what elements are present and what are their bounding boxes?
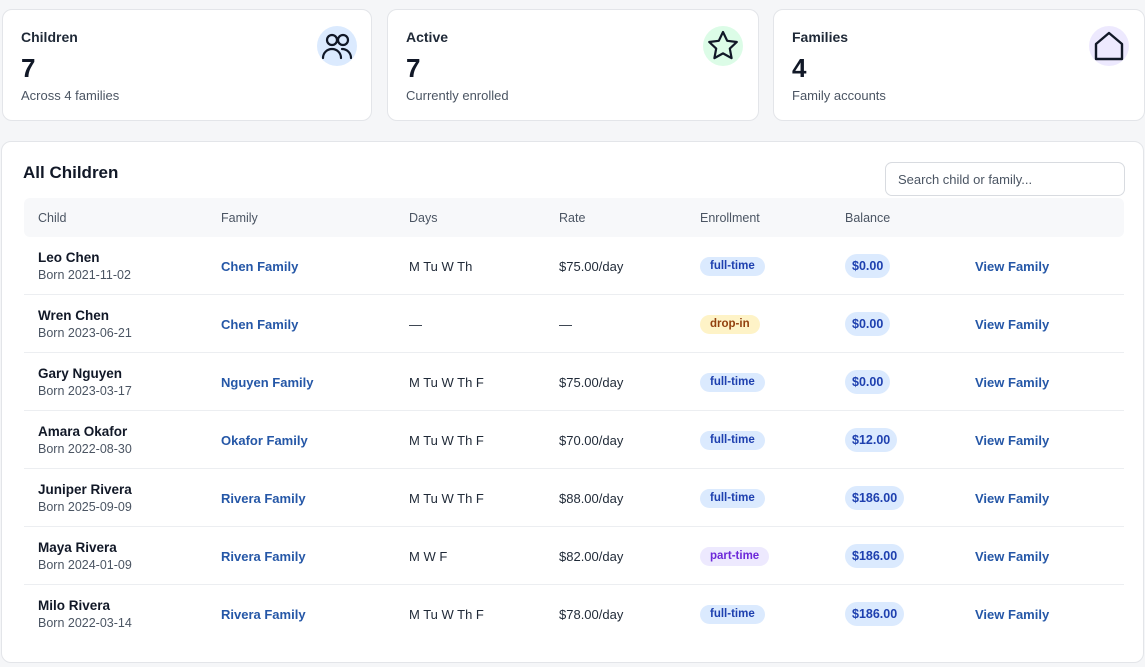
column-header-enrollment: Enrollment [700, 211, 760, 225]
stat-value: 7 [21, 53, 36, 83]
rate-value: $82.00/day [559, 549, 624, 564]
rate-value: $70.00/day [559, 433, 624, 448]
house-icon [1089, 26, 1129, 66]
table-row: Gary Nguyen Born 2023-03-17 Nguyen Famil… [24, 353, 1124, 411]
child-name: Leo Chen [38, 250, 100, 265]
column-header-balance: Balance [845, 211, 891, 225]
view-family-link[interactable]: View Family [975, 317, 1050, 332]
stat-label: Families [792, 29, 849, 45]
users-icon [317, 26, 357, 66]
enrollment-badge: drop-in [700, 315, 760, 334]
child-name: Wren Chen [38, 308, 110, 323]
view-family-link[interactable]: View Family [975, 607, 1050, 622]
view-family-link[interactable]: View Family [975, 549, 1050, 564]
enrollment-badge: full-time [700, 489, 765, 508]
child-birthdate: Born 2025-09-09 [38, 500, 132, 514]
child-name: Amara Okafor [38, 424, 128, 439]
family-link[interactable]: Nguyen Family [221, 375, 314, 390]
days-value: M Tu W Th F [409, 433, 484, 448]
days-value: — [409, 317, 422, 332]
rate-value: $78.00/day [559, 607, 624, 622]
star-icon [703, 26, 743, 66]
column-header-child: Child [38, 211, 67, 225]
child-birthdate: Born 2022-08-30 [38, 442, 132, 456]
column-header-family: Family [221, 211, 258, 225]
family-link[interactable]: Rivera Family [221, 549, 306, 564]
family-link[interactable]: Rivera Family [221, 607, 306, 622]
view-family-link[interactable]: View Family [975, 259, 1050, 274]
view-family-link[interactable]: View Family [975, 433, 1050, 448]
child-birthdate: Born 2023-03-17 [38, 384, 132, 398]
table-row: Leo Chen Born 2021-11-02 Chen Family M T… [24, 237, 1124, 295]
enrollment-badge: full-time [700, 431, 765, 450]
days-value: M W F [409, 549, 448, 564]
stat-card-active: Active 7 Currently enrolled [387, 9, 759, 121]
rate-value: $75.00/day [559, 375, 624, 390]
stat-card-children: Children 7 Across 4 families [2, 9, 372, 121]
balance-badge: $0.00 [845, 254, 891, 278]
child-name: Gary Nguyen [38, 366, 123, 381]
stat-label: Active [406, 29, 449, 45]
enrollment-badge: full-time [700, 373, 765, 392]
family-link[interactable]: Chen Family [221, 317, 299, 332]
table-row: Juniper Rivera Born 2025-09-09 Rivera Fa… [24, 469, 1124, 527]
days-value: M Tu W Th F [409, 607, 484, 622]
child-name: Milo Rivera [38, 598, 111, 613]
stat-value: 7 [406, 53, 421, 83]
balance-badge: $0.00 [845, 312, 891, 336]
family-link[interactable]: Okafor Family [221, 433, 308, 448]
stat-value: 4 [792, 53, 807, 83]
balance-badge: $186.00 [845, 544, 905, 568]
stat-label: Children [21, 29, 78, 45]
children-panel: All Children Child Family Days Rate Enro… [1, 141, 1144, 663]
view-family-link[interactable]: View Family [975, 375, 1050, 390]
panel-title: All Children [23, 163, 119, 182]
family-link[interactable]: Rivera Family [221, 491, 306, 506]
stat-subtext: Across 4 families [21, 88, 120, 103]
days-value: M Tu W Th F [409, 491, 484, 506]
stat-subtext: Currently enrolled [406, 88, 509, 103]
child-birthdate: Born 2023-06-21 [38, 326, 132, 340]
child-birthdate: Born 2021-11-02 [38, 268, 131, 282]
balance-badge: $186.00 [845, 602, 905, 626]
rate-value: $88.00/day [559, 491, 624, 506]
family-link[interactable]: Chen Family [221, 259, 299, 274]
search-input[interactable] [885, 162, 1125, 196]
child-name: Juniper Rivera [38, 482, 132, 497]
table-row: Wren Chen Born 2023-06-21 Chen Family — … [24, 295, 1124, 353]
child-name: Maya Rivera [38, 540, 117, 555]
rate-value: $75.00/day [559, 259, 624, 274]
rate-value: — [559, 317, 572, 332]
table-row: Milo Rivera Born 2022-03-14 Rivera Famil… [24, 585, 1124, 643]
stats-row: Children 7 Across 4 families Active 7 Cu… [2, 9, 1145, 121]
balance-badge: $0.00 [845, 370, 891, 394]
days-value: M Tu W Th [409, 259, 473, 274]
column-header-days: Days [409, 211, 438, 225]
column-header-rate: Rate [559, 211, 586, 225]
enrollment-badge: part-time [700, 547, 770, 566]
table-row: Amara Okafor Born 2022-08-30 Okafor Fami… [24, 411, 1124, 469]
stat-subtext: Family accounts [792, 88, 886, 103]
table-header: Child Family Days Rate Enrollment Balanc… [24, 198, 1124, 237]
enrollment-badge: full-time [700, 257, 765, 276]
view-family-link[interactable]: View Family [975, 491, 1050, 506]
enrollment-badge: full-time [700, 605, 765, 624]
days-value: M Tu W Th F [409, 375, 484, 390]
child-birthdate: Born 2024-01-09 [38, 558, 132, 572]
stat-card-families: Families 4 Family accounts [773, 9, 1145, 121]
balance-badge: $12.00 [845, 428, 898, 452]
table-row: Maya Rivera Born 2024-01-09 Rivera Famil… [24, 527, 1124, 585]
child-birthdate: Born 2022-03-14 [38, 616, 132, 630]
balance-badge: $186.00 [845, 486, 905, 510]
